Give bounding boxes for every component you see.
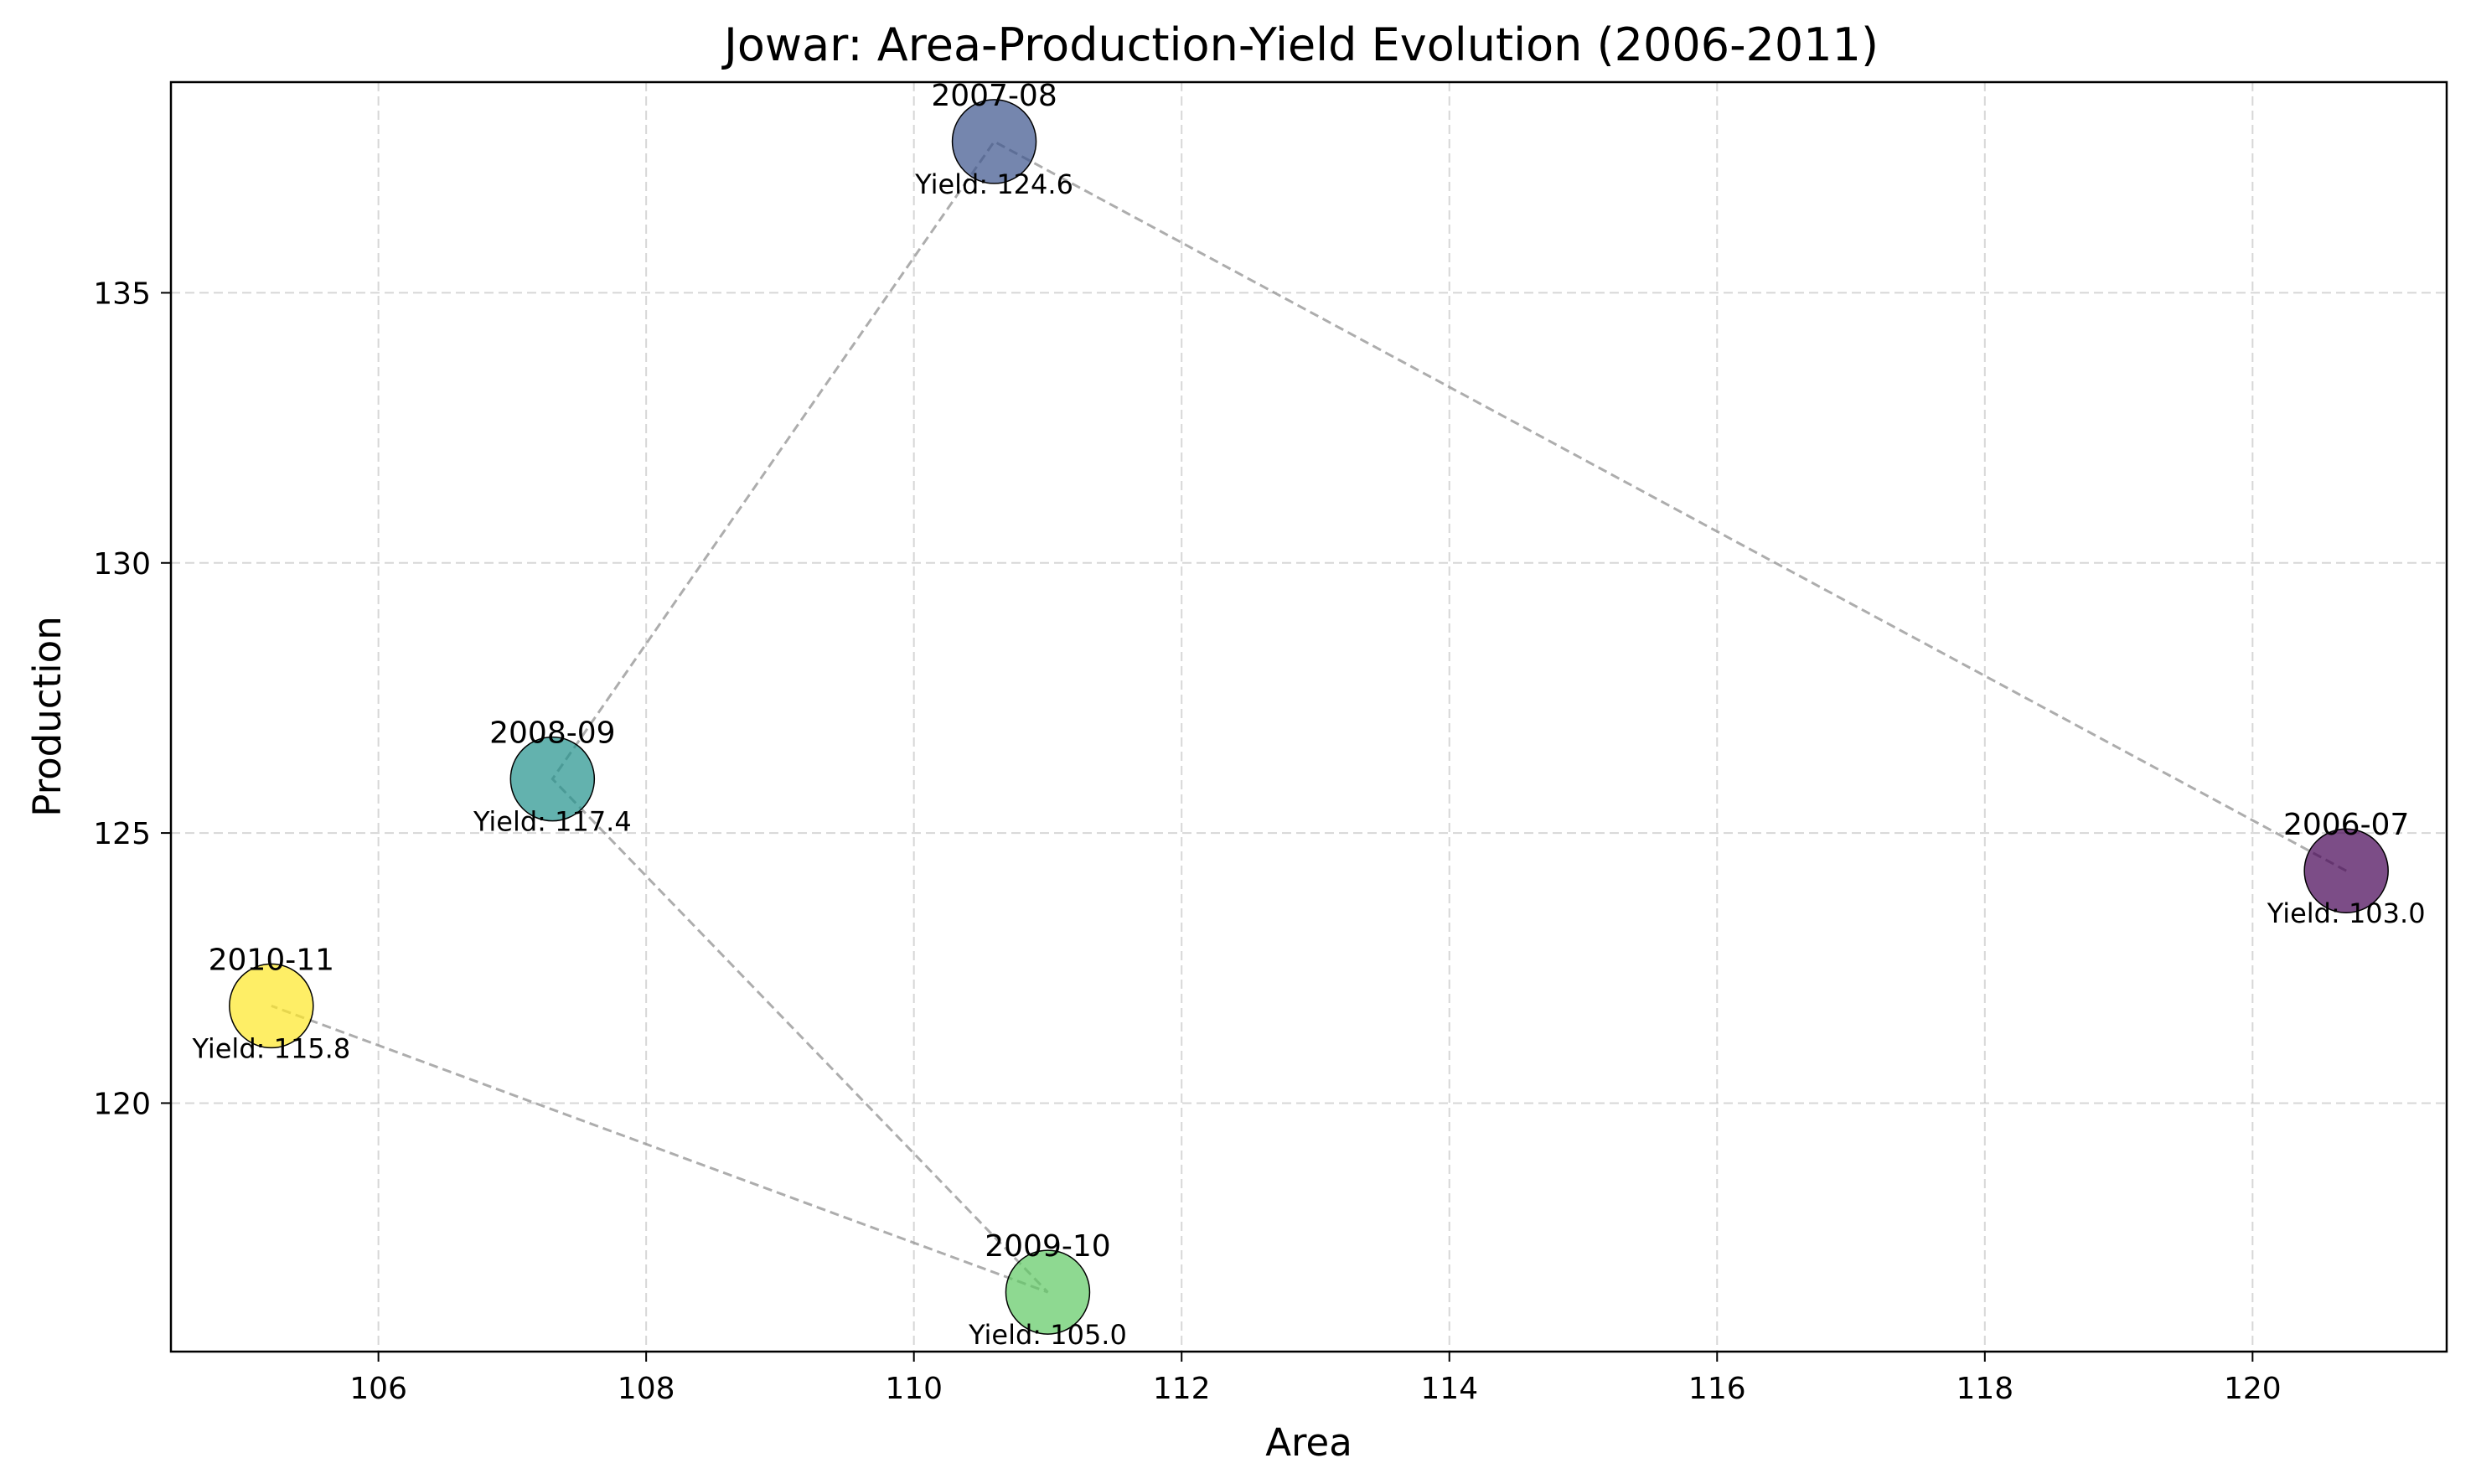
data-point-yield-label: Yield: 105.0 bbox=[968, 1319, 1127, 1351]
data-point-marker bbox=[1005, 1249, 1091, 1335]
data-point-label: 2009-10 bbox=[985, 1229, 1110, 1264]
data-point-yield-label: Yield: 117.4 bbox=[473, 806, 632, 838]
data-point-yield-label: Yield: 115.8 bbox=[191, 1032, 350, 1064]
y-axis-label: Production bbox=[25, 616, 70, 816]
data-point-marker bbox=[951, 99, 1037, 184]
data-points: 2006-07 Yield: 103.0 2007-08 Yield: 124.6 20… bbox=[191, 79, 2425, 1351]
data-point-marker bbox=[509, 736, 596, 822]
axis-ticks: 106 108 110 112 114 116 118 120 120 125 130 135 bbox=[93, 277, 2281, 1406]
x-tick-label: 116 bbox=[1688, 1372, 1746, 1406]
data-point-label: 2010-11 bbox=[209, 943, 334, 977]
y-tick-label: 120 bbox=[93, 1087, 151, 1121]
data-point-marker bbox=[229, 963, 314, 1049]
data-point-label: 2008-09 bbox=[489, 716, 615, 751]
chart-title: Jowar: Area-Production-Yield Evolution (… bbox=[721, 18, 1879, 71]
x-tick-label: 106 bbox=[349, 1372, 407, 1406]
plot-frame bbox=[169, 80, 2448, 1353]
x-tick-label: 110 bbox=[885, 1372, 943, 1406]
y-tick-label: 130 bbox=[93, 547, 151, 582]
x-tick-label: 114 bbox=[1420, 1372, 1478, 1406]
data-point-yield-label: Yield: 103.0 bbox=[2267, 897, 2426, 929]
data-point-yield-label: Yield: 124.6 bbox=[914, 168, 1073, 200]
x-tick-label: 118 bbox=[1956, 1372, 2013, 1406]
y-tick-label: 135 bbox=[93, 277, 151, 311]
grid-lines bbox=[171, 82, 2447, 1352]
x-tick-label: 112 bbox=[1153, 1372, 1211, 1406]
y-tick-label: 125 bbox=[93, 817, 151, 851]
x-tick-label: 120 bbox=[2224, 1372, 2282, 1406]
data-point-label: 2006-07 bbox=[2283, 808, 2409, 842]
x-axis-label: Area bbox=[1265, 1420, 1352, 1465]
data-point-marker bbox=[2303, 828, 2389, 913]
x-tick-label: 108 bbox=[618, 1372, 675, 1406]
data-point-label: 2007-08 bbox=[931, 79, 1057, 113]
